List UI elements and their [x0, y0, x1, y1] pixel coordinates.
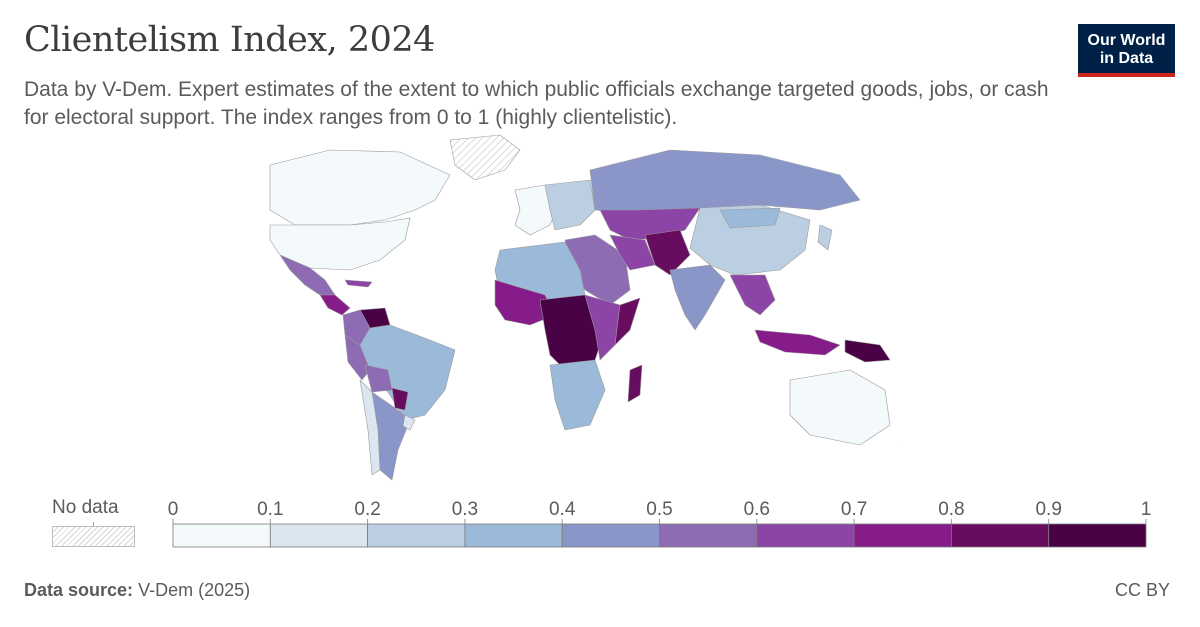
region-central-america[interactable] — [319, 294, 351, 316]
region-east-africa[interactable] — [584, 294, 621, 361]
region-southern-africa[interactable] — [549, 359, 606, 431]
legend-bin-4[interactable] — [561, 523, 660, 548]
owid-logo[interactable]: Our World in Data — [1078, 24, 1175, 77]
legend-tick-label-6: 0.6 — [744, 499, 770, 520]
legend-tick-label-4: 0.4 — [549, 499, 576, 520]
region-iran[interactable] — [609, 234, 656, 271]
legend-bin-2[interactable] — [367, 523, 466, 548]
region-indonesia[interactable] — [754, 329, 841, 356]
legend-bin-1[interactable] — [269, 523, 369, 548]
region-paraguay[interactable] — [391, 387, 409, 411]
logo-line-2: in Data — [1099, 50, 1154, 67]
color-legend: 0 0.1 0.2 0.3 0.4 0.5 0.6 0.7 0.8 0.9 1 — [168, 499, 1152, 548]
data-source-text[interactable]: V-Dem (2025) — [138, 580, 251, 600]
legend-ticks: 0 0.1 0.2 0.3 0.4 0.5 0.6 0.7 0.8 0.9 1 — [168, 499, 1152, 524]
legend-tick-label-0: 0 — [168, 499, 179, 520]
legend-tick-label-3: 0.3 — [452, 499, 478, 520]
region-cuba[interactable] — [344, 279, 373, 288]
legend-tick-label-7: 0.7 — [841, 499, 867, 520]
legend-bin-9[interactable] — [1048, 523, 1147, 548]
region-somalia[interactable] — [614, 297, 641, 346]
region-brazil[interactable] — [359, 324, 456, 421]
legend-tick-label-1: 0.1 — [257, 499, 283, 520]
legend-no-data-label: No data — [52, 497, 119, 518]
region-canada[interactable] — [269, 149, 451, 226]
legend-no-data-swatch[interactable] — [52, 526, 135, 547]
chart-subtitle: Data by V-Dem. Expert estimates of the e… — [24, 78, 1049, 129]
world-map[interactable] — [200, 130, 900, 490]
map-regions — [269, 134, 900, 481]
legend-tick-label-8: 0.8 — [938, 499, 964, 520]
data-source: Data source: V-Dem (2025) — [24, 580, 250, 601]
legend-bin-3[interactable] — [464, 523, 563, 548]
region-united-states[interactable] — [269, 217, 411, 271]
chart-title: Clientelism Index, 2024 — [24, 20, 435, 60]
region-india[interactable] — [669, 264, 726, 331]
legend-bin-0[interactable] — [172, 523, 271, 548]
region-eastern-europe[interactable] — [544, 179, 596, 231]
license[interactable]: CC BY — [1114, 580, 1170, 600]
legend-tick-label-10: 1 — [1141, 499, 1152, 520]
legend-tick-label-2: 0.2 — [354, 499, 380, 520]
region-papua-new-guinea[interactable] — [844, 339, 891, 363]
region-southeast-asia[interactable] — [729, 274, 776, 316]
region-mongolia[interactable] — [719, 207, 781, 229]
region-australia[interactable] — [789, 369, 891, 446]
legend-tick-label-9: 0.9 — [1035, 499, 1061, 520]
region-madagascar[interactable] — [627, 364, 643, 403]
region-afghanistan-pakistan[interactable] — [644, 229, 691, 276]
region-uruguay[interactable] — [402, 414, 416, 431]
legend-bin-8[interactable] — [951, 523, 1050, 548]
region-west-africa[interactable] — [494, 279, 556, 326]
logo-line-1: Our World — [1087, 32, 1166, 49]
legend-no-data-tick — [93, 522, 94, 527]
legend-tick-label-5: 0.5 — [646, 499, 672, 520]
region-chile[interactable] — [359, 379, 381, 476]
legend-bin-5[interactable] — [659, 523, 758, 548]
region-peru[interactable] — [344, 334, 371, 381]
region-japan[interactable] — [817, 224, 833, 251]
legend-bins — [172, 523, 1147, 548]
region-greenland[interactable] — [449, 134, 521, 181]
legend-bin-6[interactable] — [756, 523, 855, 548]
legend-bin-7[interactable] — [853, 523, 952, 548]
data-source-label: Data source: — [24, 580, 134, 600]
region-russia[interactable] — [589, 149, 861, 216]
